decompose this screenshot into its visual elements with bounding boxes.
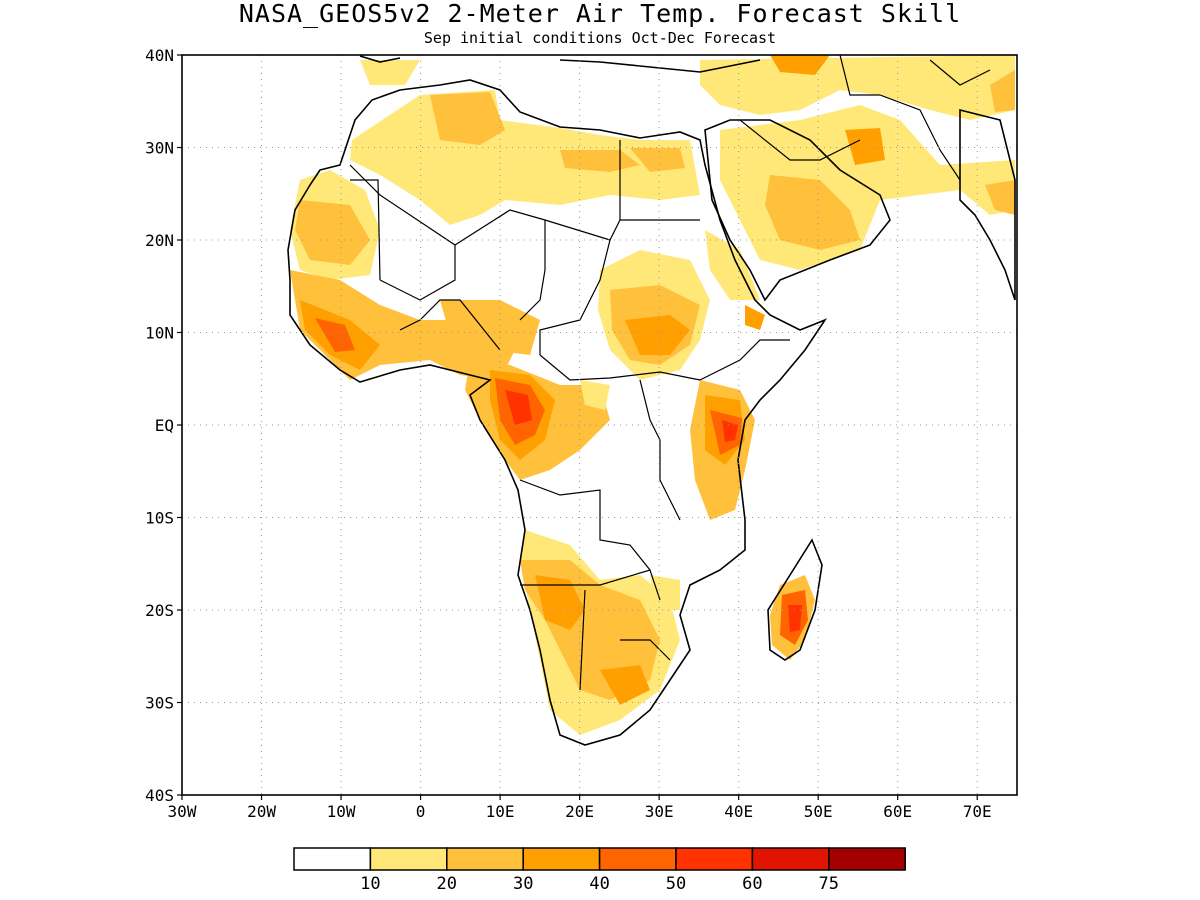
colorbar-swatch bbox=[446, 847, 524, 871]
colorbar-swatch bbox=[675, 847, 754, 871]
colorbar-label: 20 bbox=[437, 874, 457, 894]
longitude-labels: 30W 20W 10W 0 10E 20E 30E 40E 50E 60E 70E bbox=[168, 795, 992, 821]
lon-tick-label: 20W bbox=[247, 802, 276, 821]
lon-tick-label: 30W bbox=[168, 802, 197, 821]
colorbar-swatch bbox=[598, 847, 677, 871]
lat-tick-label: 40N bbox=[145, 46, 174, 65]
lon-tick-label: 20E bbox=[565, 802, 594, 821]
colorbar-swatch bbox=[293, 847, 372, 871]
lat-tick-label: 30S bbox=[145, 694, 174, 713]
colorbar-label: 75 bbox=[819, 874, 839, 894]
india-coastline bbox=[959, 108, 1016, 301]
lon-tick-label: 10W bbox=[327, 802, 356, 821]
colorbar-label: 30 bbox=[513, 874, 533, 894]
lat-tick-label: 10N bbox=[145, 324, 174, 343]
colorbar-label: 50 bbox=[666, 874, 686, 894]
colorbar: 10 20 30 40 50 60 75 bbox=[293, 847, 906, 894]
colorbar-label: 40 bbox=[589, 874, 609, 894]
skill-region-north-africa-core bbox=[430, 92, 505, 145]
europe-coastline bbox=[359, 55, 761, 73]
arabia-coastline bbox=[704, 119, 891, 302]
lat-tick-label: 10S bbox=[145, 509, 174, 528]
country-border-layer bbox=[349, 55, 991, 691]
colorbar-label: 10 bbox=[360, 874, 380, 894]
coastline-layer bbox=[287, 55, 1016, 746]
lon-tick-label: 0 bbox=[416, 802, 426, 821]
lon-tick-label: 40E bbox=[724, 802, 753, 821]
lon-tick-label: 10E bbox=[486, 802, 515, 821]
lat-tick-label: 30N bbox=[145, 139, 174, 158]
lat-tick-label: EQ bbox=[155, 416, 174, 435]
latitude-labels: 40N 30N 20N 10N EQ 10S 20S 30S 40S bbox=[145, 46, 182, 805]
colorbar-label: 60 bbox=[742, 874, 762, 894]
colorbar-swatch bbox=[522, 847, 601, 871]
lat-tick-label: 20N bbox=[145, 231, 174, 250]
map-title: NASA_GEOS5v2 2-Meter Air Temp. Forecast … bbox=[238, 0, 962, 28]
lon-tick-label: 50E bbox=[804, 802, 833, 821]
map-subtitle: Sep initial conditions Oct-Dec Forecast bbox=[423, 29, 777, 47]
africa-coastline bbox=[287, 79, 828, 746]
lon-tick-label: 70E bbox=[963, 802, 992, 821]
lon-tick-label: 60E bbox=[883, 802, 912, 821]
colorbar-swatch bbox=[369, 847, 448, 871]
skill-shading-layer bbox=[290, 55, 1015, 735]
madagascar-coastline bbox=[767, 538, 823, 661]
lon-tick-label: 30E bbox=[645, 802, 674, 821]
colorbar-swatch bbox=[828, 847, 906, 871]
colorbar-swatch bbox=[751, 847, 830, 871]
lat-tick-label: 40S bbox=[145, 786, 174, 805]
lat-tick-label: 20S bbox=[145, 601, 174, 620]
